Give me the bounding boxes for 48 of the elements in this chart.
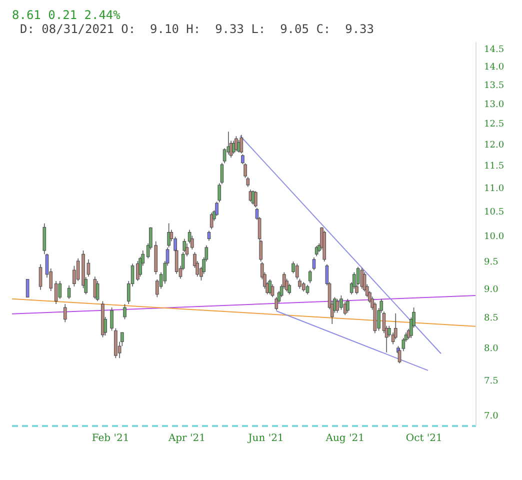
candlestick [96,280,100,302]
candlestick [306,284,310,295]
x-tick-label: Apr '21 [167,433,206,444]
candlestick [314,246,318,257]
y-tick-label: 10.5 [484,207,504,218]
y-tick-label: 10.0 [484,232,504,242]
y-tick-label: 13.5 [484,81,504,92]
y-tick-label: 12.0 [484,140,504,150]
candlestick [288,283,292,295]
candlestick [54,280,58,304]
x-tick-label: Feb '21 [92,433,130,444]
y-tick-label: 11.0 [484,184,504,194]
y-tick-label: 7.5 [484,376,499,387]
y-tick-label: 13.0 [484,100,504,110]
candlestick [270,284,274,298]
candlestick [295,263,299,280]
candlestick [67,284,71,300]
chart-title: 8.61 0.21 2.44% [12,8,120,22]
candlestick [346,298,350,314]
y-tick-label: 7.0 [484,411,499,422]
candlestick [312,256,316,270]
chart-subtitle: D: 08/31/2021 O: 9.10 H: 9.33 L: 9.05 C: 9.33 [20,22,374,36]
y-tick-label: 8.5 [484,314,499,324]
y-tick-label: 12.5 [484,120,504,130]
y-tick-label: 14.5 [484,45,504,56]
candlestick [63,304,67,323]
candlestick [38,264,42,290]
candlestick [58,280,62,300]
candlestick [110,307,114,332]
candlestick [210,212,214,230]
candlestick [302,282,306,292]
candlestick [298,278,302,290]
y-tick-label: 8.0 [484,344,499,354]
x-tick-label: Oct '21 [406,433,442,444]
candlestick [123,304,126,320]
candlestick [246,176,250,188]
candlestick [308,270,312,284]
y-tick-label: 11.5 [484,162,504,172]
y-tick-label: 14.0 [484,62,504,73]
candlestick [336,298,339,314]
candlestick [26,279,30,298]
x-tick-label: Jun '21 [247,433,284,444]
y-tick-label: 9.5 [484,258,499,268]
candlestick [207,230,211,242]
y-tick-label: 9.0 [484,284,499,295]
candlestick [93,276,97,300]
x-tick-label: Aug '21 [324,433,364,444]
candlestick [394,312,398,340]
